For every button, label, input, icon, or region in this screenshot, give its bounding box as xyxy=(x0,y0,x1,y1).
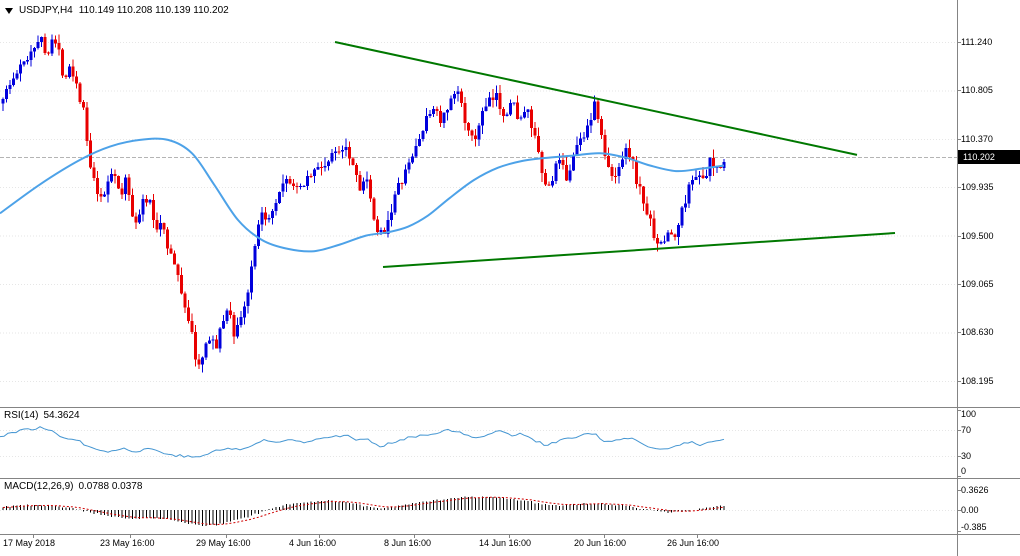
ohlc-values: 110.149 110.208 110.139 110.202 xyxy=(78,5,229,16)
macd-axis-label: 0.00 xyxy=(961,505,979,515)
rsi-value: 54.3624 xyxy=(43,410,80,421)
symbol-dropdown-icon[interactable] xyxy=(5,7,13,14)
trendlines-layer[interactable] xyxy=(334,41,896,268)
price-axis-label: 109.500 xyxy=(961,231,994,241)
macd-signal xyxy=(2,496,725,526)
macd-axis-label: -0.385 xyxy=(961,522,987,532)
axis-ticks xyxy=(33,42,961,538)
rsi-axis-label: 30 xyxy=(961,451,972,461)
symbol-header: USDJPY,H4 110.149 110.208 110.139 110.20… xyxy=(5,5,229,16)
macd-values: 0.0788 0.0378 xyxy=(78,481,143,492)
time-axis-label: 14 Jun 16:00 xyxy=(479,538,532,548)
time-axis[interactable]: 17 May 2018 23 May 16:00 29 May 16:00 4 Jun… xyxy=(0,538,1020,556)
rsi-axis-label: 0 xyxy=(961,466,967,476)
time-axis-label: 4 Jun 16:00 xyxy=(289,538,337,548)
rsi-panel-header: RSI(14) 54.3624 xyxy=(4,410,80,421)
current-price-tag: 110.202 xyxy=(958,150,1020,164)
time-axis-label: 8 Jun 16:00 xyxy=(384,538,432,548)
grid-layer xyxy=(0,42,957,511)
macd-axis-label: 0.3626 xyxy=(961,485,989,495)
price-axis-label: 110.805 xyxy=(961,85,993,95)
macd-indicator-label: MACD(12,26,9) xyxy=(4,481,74,492)
time-axis-label: 20 Jun 16:00 xyxy=(574,538,627,548)
price-axis-label: 108.195 xyxy=(961,376,994,386)
price-axis-label: 109.935 xyxy=(961,182,994,192)
price-axis-label: 108.630 xyxy=(961,327,994,337)
ma-line xyxy=(0,137,725,253)
candles-layer xyxy=(1,33,726,373)
macd-histogram xyxy=(2,496,725,526)
price-axis-label: 110.370 xyxy=(961,134,993,144)
time-axis-label: 23 May 16:00 xyxy=(100,538,155,548)
rsi-axis-label: 100 xyxy=(961,409,977,419)
time-axis-label: 29 May 16:00 xyxy=(196,538,251,548)
price-axis-label: 111.240 xyxy=(961,37,993,47)
descending-trendline[interactable] xyxy=(334,41,858,156)
time-axis-label: 17 May 2018 xyxy=(3,538,56,548)
time-axis-label: 26 Jun 16:00 xyxy=(667,538,720,548)
macd-panel-header: MACD(12,26,9) 0.0788 0.0378 xyxy=(4,481,142,492)
ascending-trendline[interactable] xyxy=(382,232,896,268)
rsi-indicator-label: RSI(14) xyxy=(4,410,39,421)
rsi-line xyxy=(0,426,725,458)
symbol-timeframe-label: USDJPY,H4 xyxy=(19,5,73,16)
rsi-axis-label: 70 xyxy=(961,425,972,435)
price-axis-label: 109.065 xyxy=(961,279,994,289)
price-axis[interactable]: 111.240 110.805 110.370 109.935 109.500 109.0… xyxy=(961,0,1020,556)
current-price-value: 110.202 xyxy=(963,152,995,162)
